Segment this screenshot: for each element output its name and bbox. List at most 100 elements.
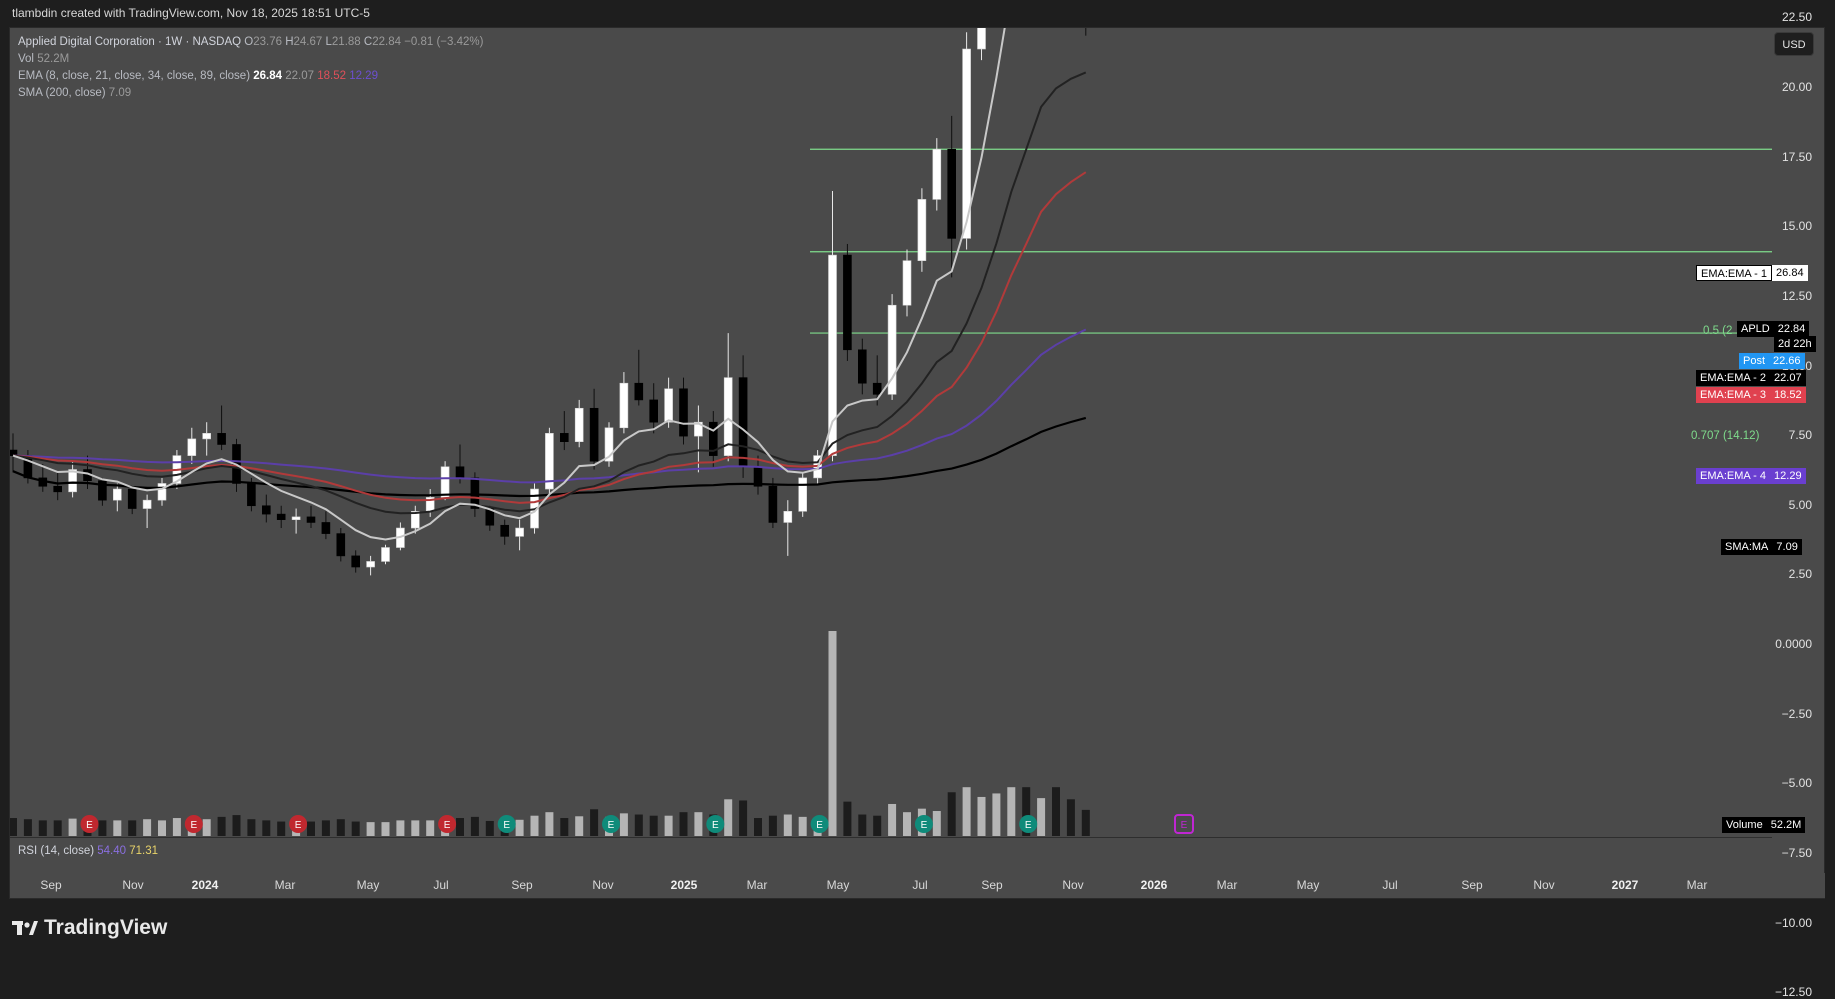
volume-bar — [366, 822, 375, 836]
earnings-marker-icon: E — [706, 815, 725, 833]
price-axis-label: 20.00 — [1781, 80, 1812, 94]
candle-body — [619, 382, 629, 429]
time-axis-label: Jul — [433, 878, 449, 892]
time-axis-label: Mar — [746, 878, 768, 892]
volume-bar — [1037, 798, 1046, 836]
candle-body — [887, 304, 897, 395]
candle-body — [902, 260, 912, 306]
candle-body — [515, 527, 524, 537]
apld-tag-label: APLD — [1737, 321, 1774, 337]
time-axis[interactable] — [10, 873, 1825, 898]
rsi-value-1: 54.40 — [97, 845, 127, 857]
chart-legend: Applied Digital Corporation · 1W · NASDA… — [18, 34, 483, 102]
ema3-tag: EMA:EMA - 3 18.52 — [1696, 387, 1806, 403]
candle-body — [917, 199, 927, 261]
volume-bar — [1052, 787, 1060, 836]
volume-bar — [545, 812, 554, 836]
rsi-pane[interactable] — [10, 837, 1772, 873]
candle-body — [410, 511, 420, 529]
ema2-tag: EMA:EMA - 2 22.07 — [1696, 370, 1806, 386]
rsi-label[interactable]: RSI (14, close) — [18, 845, 95, 857]
volume-bar — [143, 819, 152, 836]
symbol-description[interactable]: Applied Digital Corporation · 1W · NASDA… — [18, 36, 242, 48]
volume-bar — [739, 800, 748, 836]
earnings-marker-icon: E — [497, 815, 516, 833]
price-axis-label: −12.50 — [1774, 985, 1812, 999]
tradingview-brand[interactable]: TradingView — [12, 916, 167, 940]
svg-text:E: E — [503, 820, 510, 831]
apld-tag: APLD 22.84 — [1737, 321, 1810, 337]
time-axis-label: Nov — [1533, 878, 1555, 892]
time-axis-label: Nov — [122, 878, 144, 892]
main-price-pane[interactable] — [10, 28, 1772, 836]
svg-text:E: E — [1181, 820, 1188, 831]
candle-body — [127, 488, 137, 509]
candle-body — [723, 377, 733, 456]
price-axis-label: 0.0000 — [1775, 637, 1812, 651]
price-axis-label: 22.50 — [1781, 10, 1812, 25]
volume-bar — [515, 819, 524, 836]
close-label: C — [363, 36, 373, 48]
time-axis-label: 2027 — [1611, 878, 1639, 892]
candle-body — [604, 427, 614, 462]
candle-body — [53, 485, 63, 493]
candle-body — [98, 480, 107, 501]
volume-bar — [947, 792, 956, 836]
volume-bar — [754, 818, 762, 836]
volume-bar — [336, 819, 345, 836]
volume-bar — [411, 820, 420, 836]
sma-tag-label: SMA:MA — [1721, 539, 1773, 555]
ema4-legend-value: 12.29 — [349, 70, 378, 82]
ema-34-line — [12, 171, 1087, 504]
candle-body — [157, 483, 167, 501]
volume-bar — [262, 820, 271, 836]
svg-text:E: E — [190, 820, 197, 831]
candle-body — [634, 382, 644, 401]
svg-text:E: E — [295, 820, 302, 831]
volume-bar — [68, 818, 77, 836]
candle-body — [679, 388, 688, 437]
volume-bar — [232, 815, 241, 836]
candle-body — [545, 433, 554, 490]
volume-bar — [858, 814, 867, 836]
rsi-legend: RSI (14, close) 54.40 71.31 — [18, 845, 158, 857]
svg-text:E: E — [816, 820, 823, 831]
volume-bar — [98, 820, 107, 836]
volume-bar — [530, 815, 539, 836]
earnings-marker-icon: E — [184, 815, 203, 833]
time-axis-label: Nov — [592, 878, 614, 892]
time-axis-label: Nov — [1062, 878, 1084, 892]
candle-body — [768, 485, 778, 523]
earnings-marker-icon: E — [810, 815, 829, 833]
volume-bar — [843, 801, 852, 836]
future-earnings-icon: E — [1174, 814, 1194, 834]
price-axis-label: −10.00 — [1774, 915, 1812, 930]
volume-tag-label: Volume — [1722, 817, 1767, 833]
high-value: 24.67 — [293, 36, 323, 48]
volume-bar — [321, 820, 330, 836]
time-axis-label: May — [356, 878, 380, 892]
candle-body — [857, 349, 867, 384]
post-tag-value: 22.66 — [1769, 353, 1805, 369]
volume-bar — [1007, 787, 1016, 836]
ema-legend-label[interactable]: EMA (8, close, 21, close, 34, close, 89,… — [18, 70, 251, 82]
volume-bar — [23, 819, 32, 836]
candle-body — [291, 516, 301, 520]
time-axis-label: Sep — [40, 878, 62, 892]
price-axis-label: −5.00 — [1781, 776, 1812, 791]
currency-button[interactable]: USD — [1774, 32, 1814, 56]
candle-body — [500, 524, 510, 537]
volume-bar — [128, 820, 137, 836]
sma-legend-label[interactable]: SMA (200, close) — [18, 87, 106, 99]
earnings-marker-icon: E — [438, 815, 457, 833]
volume-bar — [768, 815, 777, 836]
price-axis-label: −7.50 — [1781, 845, 1812, 860]
volume-legend-label[interactable]: Vol — [18, 53, 34, 65]
volume-bar — [172, 818, 181, 836]
price-axis-label: 7.50 — [1788, 428, 1812, 443]
candle-body — [947, 148, 957, 239]
volume-tag-value: 52.2M — [1766, 817, 1806, 833]
change-value: −0.81 (−3.42%) — [404, 36, 484, 48]
price-axis-label: 2.50 — [1788, 567, 1812, 582]
